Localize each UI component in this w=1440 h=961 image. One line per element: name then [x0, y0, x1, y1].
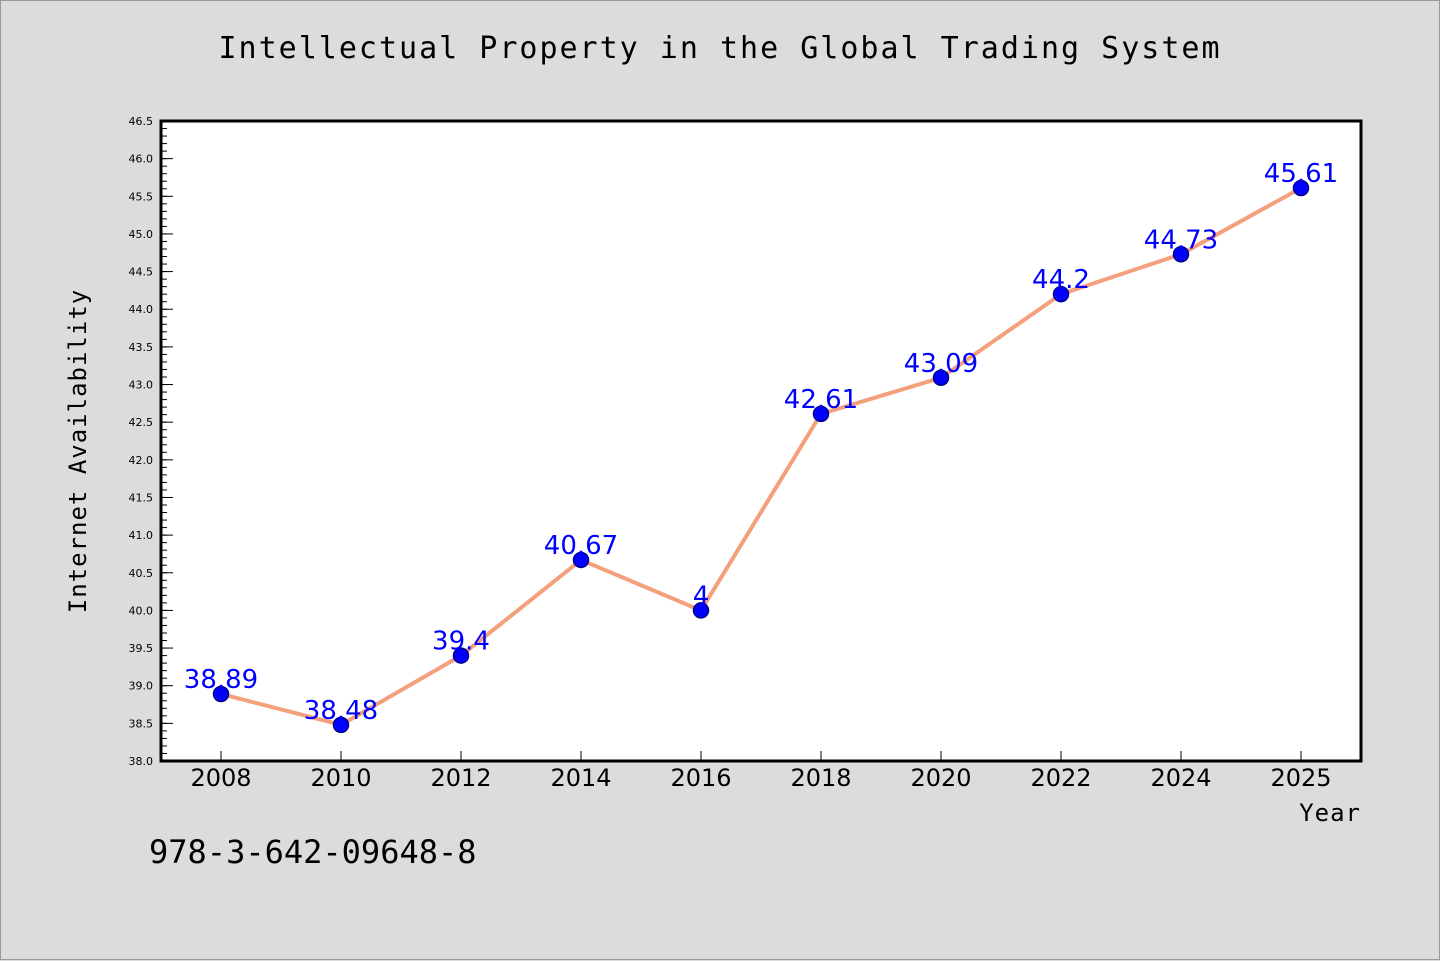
data-point [572, 551, 590, 569]
data-labels: 38.89 38.48 39.4 40.67 4 42.61 43.09 44.2 44.73 4… [184, 159, 1338, 726]
y-tick-label: 41.0 [129, 529, 154, 542]
data-point [452, 647, 470, 664]
y-tick-label: 42.0 [129, 454, 154, 467]
x-tick-label: 2018 [790, 764, 851, 792]
data-point [812, 405, 830, 423]
y-axis-label: Internet Availability [64, 289, 92, 613]
data-point [1172, 246, 1190, 263]
data-point [692, 602, 710, 619]
data-label: 4 [693, 581, 710, 611]
y-tick-label: 44.0 [129, 303, 154, 316]
y-tick-label: 40.0 [129, 604, 154, 617]
data-label: 45.61 [1264, 159, 1338, 189]
y-tick-label: 43.0 [129, 379, 154, 392]
y-tick-label: 40.5 [129, 567, 154, 580]
y-tick-label: 46.0 [129, 153, 154, 166]
y-tick-label: 39.0 [129, 680, 154, 693]
x-tick-label: 2016 [670, 764, 731, 792]
x-axis-label: Year [1299, 799, 1361, 827]
y-tick-label: 46.5 [129, 115, 154, 128]
y-tick-label: 45.0 [129, 228, 154, 241]
y-tick-label: 43.5 [129, 341, 154, 354]
x-tick-label: 2012 [430, 764, 491, 792]
x-tick-label: 2022 [1030, 764, 1091, 792]
data-point [1292, 179, 1310, 197]
x-tick-label: 2025 [1270, 764, 1331, 792]
y-tick-label: 38.5 [129, 717, 154, 730]
data-label: 42.61 [784, 385, 858, 415]
y-tick-label: 41.5 [129, 491, 154, 504]
data-points [212, 179, 1310, 734]
y-axis: 38.0 38.5 39.0 39.5 40.0 40.5 41.0 41.5 42.0 42.5… [129, 115, 173, 768]
chart-title: Intellectual Property in the Global Trad… [218, 31, 1222, 66]
y-tick-label: 44.5 [129, 266, 154, 279]
data-label: 43.09 [904, 349, 978, 379]
x-tick-label: 2010 [310, 764, 371, 792]
data-label: 40.67 [544, 531, 618, 561]
y-tick-label: 38.0 [129, 755, 154, 768]
x-axis: 2008 2010 2012 2014 2016 2018 2020 2022 2024 2025 [190, 751, 1332, 792]
plot-area [159, 119, 1363, 763]
x-tick-label: 2008 [190, 764, 251, 792]
data-point [212, 685, 230, 703]
series-line [220, 186, 1302, 727]
y-tick-label: 45.5 [129, 190, 154, 203]
y-tick-label: 42.5 [129, 416, 154, 429]
data-point [1052, 285, 1070, 303]
data-label: 38.89 [184, 665, 258, 695]
data-label: 38.48 [304, 696, 378, 726]
x-tick-label: 2020 [910, 764, 971, 792]
data-label: 44.73 [1144, 225, 1218, 255]
y-tick-label: 39.5 [129, 642, 154, 655]
data-label: 39.4 [432, 627, 490, 657]
x-tick-label: 2014 [550, 764, 611, 792]
isbn-text: 978-3-642-09648-8 [149, 833, 477, 871]
x-tick-label: 2024 [1150, 764, 1211, 792]
data-label: 44.2 [1032, 265, 1090, 295]
data-point [332, 716, 350, 734]
data-point [932, 369, 950, 387]
